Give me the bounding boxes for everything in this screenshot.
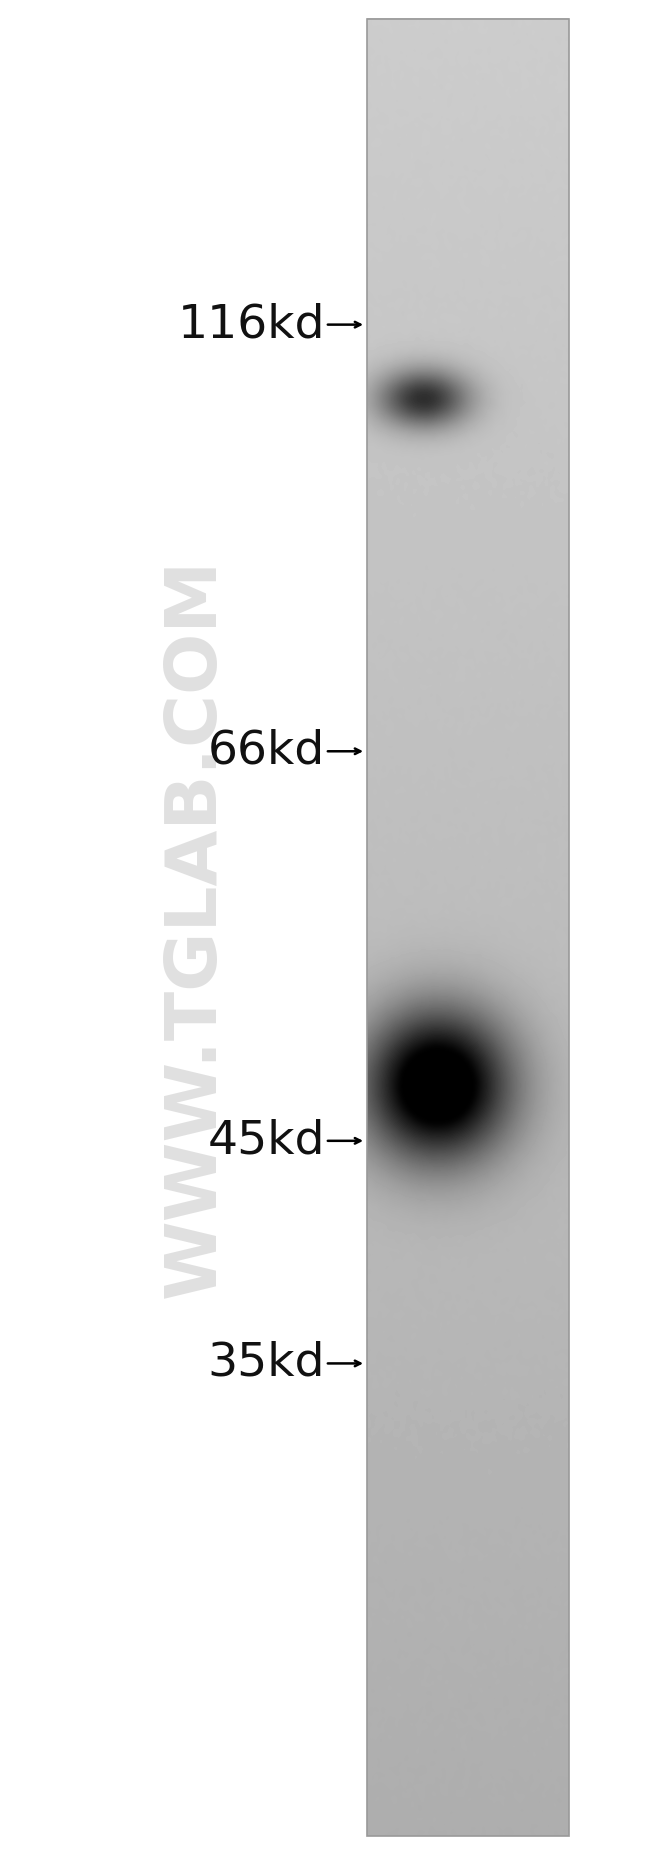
Text: WWW.TGLAB.COM: WWW.TGLAB.COM xyxy=(161,556,229,1298)
Text: 116kd: 116kd xyxy=(177,302,325,347)
Text: 35kd: 35kd xyxy=(207,1341,325,1386)
Bar xyxy=(367,19,569,1836)
Text: 45kd: 45kd xyxy=(207,1119,325,1163)
Text: 66kd: 66kd xyxy=(208,729,325,774)
